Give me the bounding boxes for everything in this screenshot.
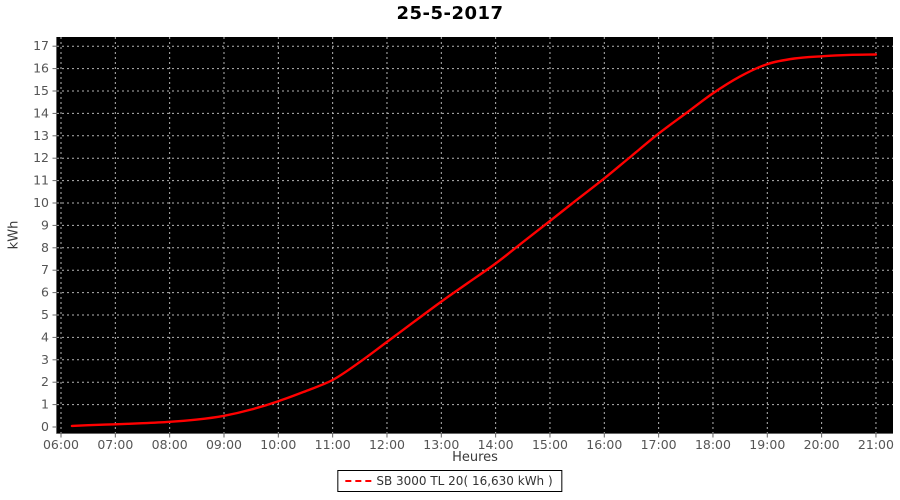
y-tick-label: 16 [33,61,49,76]
x-tick-label: 18:00 [695,437,731,452]
x-tick-label: 11:00 [315,437,351,452]
x-tick-label: 20:00 [804,437,840,452]
gridlines [57,37,893,433]
y-tick-label: 11 [33,173,49,188]
tick-labels: 06:00 07:00 08:00 09:00 10:00 11:00 12:00 13:00… [33,38,894,452]
x-tick-label: 19:00 [749,437,785,452]
x-tick-label: 07:00 [97,437,133,452]
series-line [70,53,878,428]
y-axis-label: kWh [6,220,22,250]
x-tick-label: 16:00 [586,437,622,452]
y-tick-label: 15 [33,83,49,98]
y-tick-label: 17 [33,38,49,53]
y-tick-label: 1 [41,397,49,412]
x-tick-label: 17:00 [641,437,677,452]
y-tick-label: 7 [41,262,49,277]
x-tick-label: 13:00 [423,437,459,452]
x-tick-label: 06:00 [43,437,79,452]
axes [56,37,893,434]
plot-area [57,37,893,433]
y-tick-label: 10 [33,195,49,210]
x-axis-label: Heures [452,450,498,465]
x-tick-label: 10:00 [260,437,296,452]
y-tick-label: 6 [41,285,49,300]
y-tick-label: 0 [41,419,49,434]
series-line-icon [345,480,372,482]
x-tick-label: 09:00 [206,437,242,452]
chart-title: 25-5-2017 [396,3,504,24]
x-tick-label: 12:00 [369,437,405,452]
y-tick-label: 9 [41,217,49,232]
y-tick-label: 2 [41,374,49,389]
y-tick-label: 13 [33,128,49,143]
chart-svg: 06:00 07:00 08:00 09:00 10:00 11:00 12:00 13:00… [33,37,894,452]
legend: SB 3000 TL 20( 16,630 kWh ) [337,470,563,492]
x-tick-label: 21:00 [858,437,894,452]
y-tick-label: 4 [41,329,49,344]
legend-label: SB 3000 TL 20( 16,630 kWh ) [376,474,553,488]
y-tick-label: 3 [41,352,49,367]
y-tick-label: 8 [41,240,49,255]
tick-marks [52,45,877,438]
x-tick-label: 08:00 [152,437,188,452]
x-tick-label: 14:00 [478,437,514,452]
x-tick-label: 15:00 [532,437,568,452]
y-tick-label: 12 [33,150,49,165]
y-tick-label: 5 [41,307,49,322]
y-tick-label: 14 [33,105,49,120]
